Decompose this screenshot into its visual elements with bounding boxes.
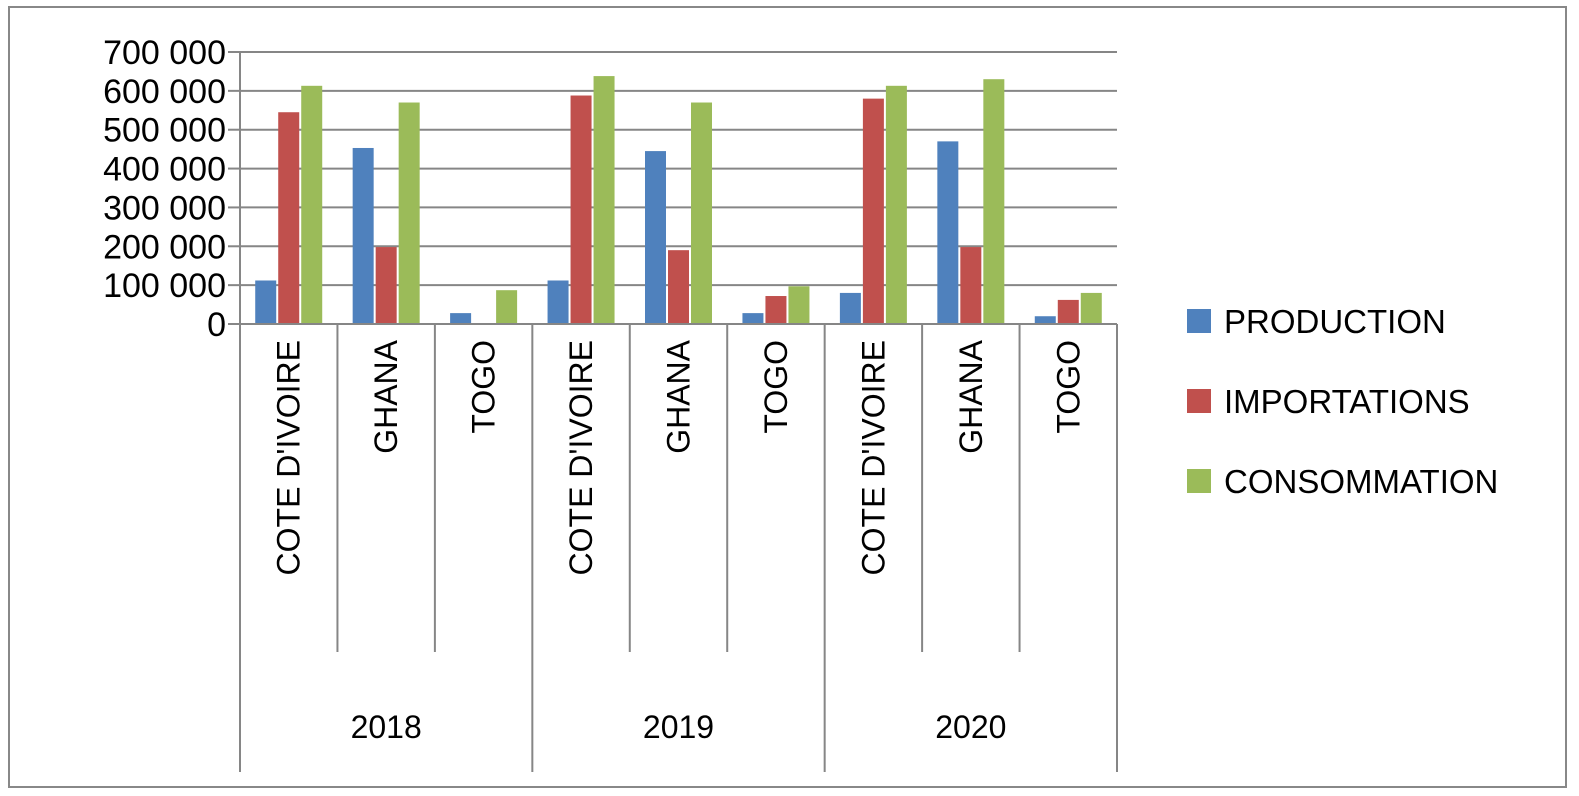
bar-consommation [983,79,1005,324]
x-group-label: 2018 [351,709,422,745]
x-category-label: TOGO [1050,340,1086,434]
bar-production [839,292,861,324]
x-category-label: GHANA [661,339,697,453]
bar-consommation [398,102,420,324]
y-tick-label: 700 000 [103,34,226,72]
x-group-label: 2019 [643,709,714,745]
legend-swatch-importations [1187,389,1211,413]
x-category-label: COTE D'IVOIRE [271,340,307,575]
x-category-label: GHANA [368,339,404,453]
x-category-label: TOGO [466,340,502,434]
y-tick-label: 100 000 [103,267,226,305]
bar-production [742,313,764,324]
y-tick-label: 600 000 [103,73,226,111]
legend-label-production: PRODUCTION [1224,303,1446,340]
y-tick-label: 300 000 [103,189,226,227]
x-group-label: 2020 [935,709,1006,745]
axes [228,51,1118,772]
bar-importations [668,250,689,324]
y-tick-label: 200 000 [103,228,226,266]
bar-importations [1057,299,1079,324]
bar-production [645,151,666,324]
bar-importations [765,296,787,324]
bar-production [937,141,959,324]
x-category-label: COTE D'IVOIRE [563,340,599,575]
bar-consommation [593,76,615,324]
x-category-labels: COTE D'IVOIRE GHANA TOGO COTE D'IVOIRE GHANA… [271,339,1087,745]
bar-importations [278,112,300,324]
x-category-label: TOGO [758,340,794,434]
bar-consommation [691,102,712,324]
bar-importations [375,247,397,324]
bar-consommation [885,85,907,324]
bar-consommation [1080,292,1102,324]
bar-consommation [301,85,323,324]
legend-label-consommation: CONSOMMATION [1224,463,1498,500]
x-category-label: GHANA [953,339,989,453]
legend: PRODUCTION IMPORTATIONS CONSOMMATION [1187,303,1498,500]
bar-consommation [788,286,810,324]
bar-importations [862,98,884,324]
bar-production [1034,316,1056,324]
y-tick-label: 500 000 [103,112,226,150]
bar-production [255,280,277,324]
y-tick-label: 400 000 [103,151,226,189]
bar-importations [960,247,982,324]
legend-swatch-consommation [1187,469,1211,493]
bar-production [352,147,374,324]
bar-production [547,280,569,324]
legend-label-importations: IMPORTATIONS [1224,383,1470,420]
bar-production [450,313,472,324]
chart-frame [8,6,1567,788]
bar-consommation [496,290,518,324]
y-tick-label: 0 [207,306,226,344]
legend-swatch-production [1187,309,1211,333]
bar-importations [570,95,592,325]
x-category-label: COTE D'IVOIRE [855,340,891,575]
bars [255,76,1102,325]
